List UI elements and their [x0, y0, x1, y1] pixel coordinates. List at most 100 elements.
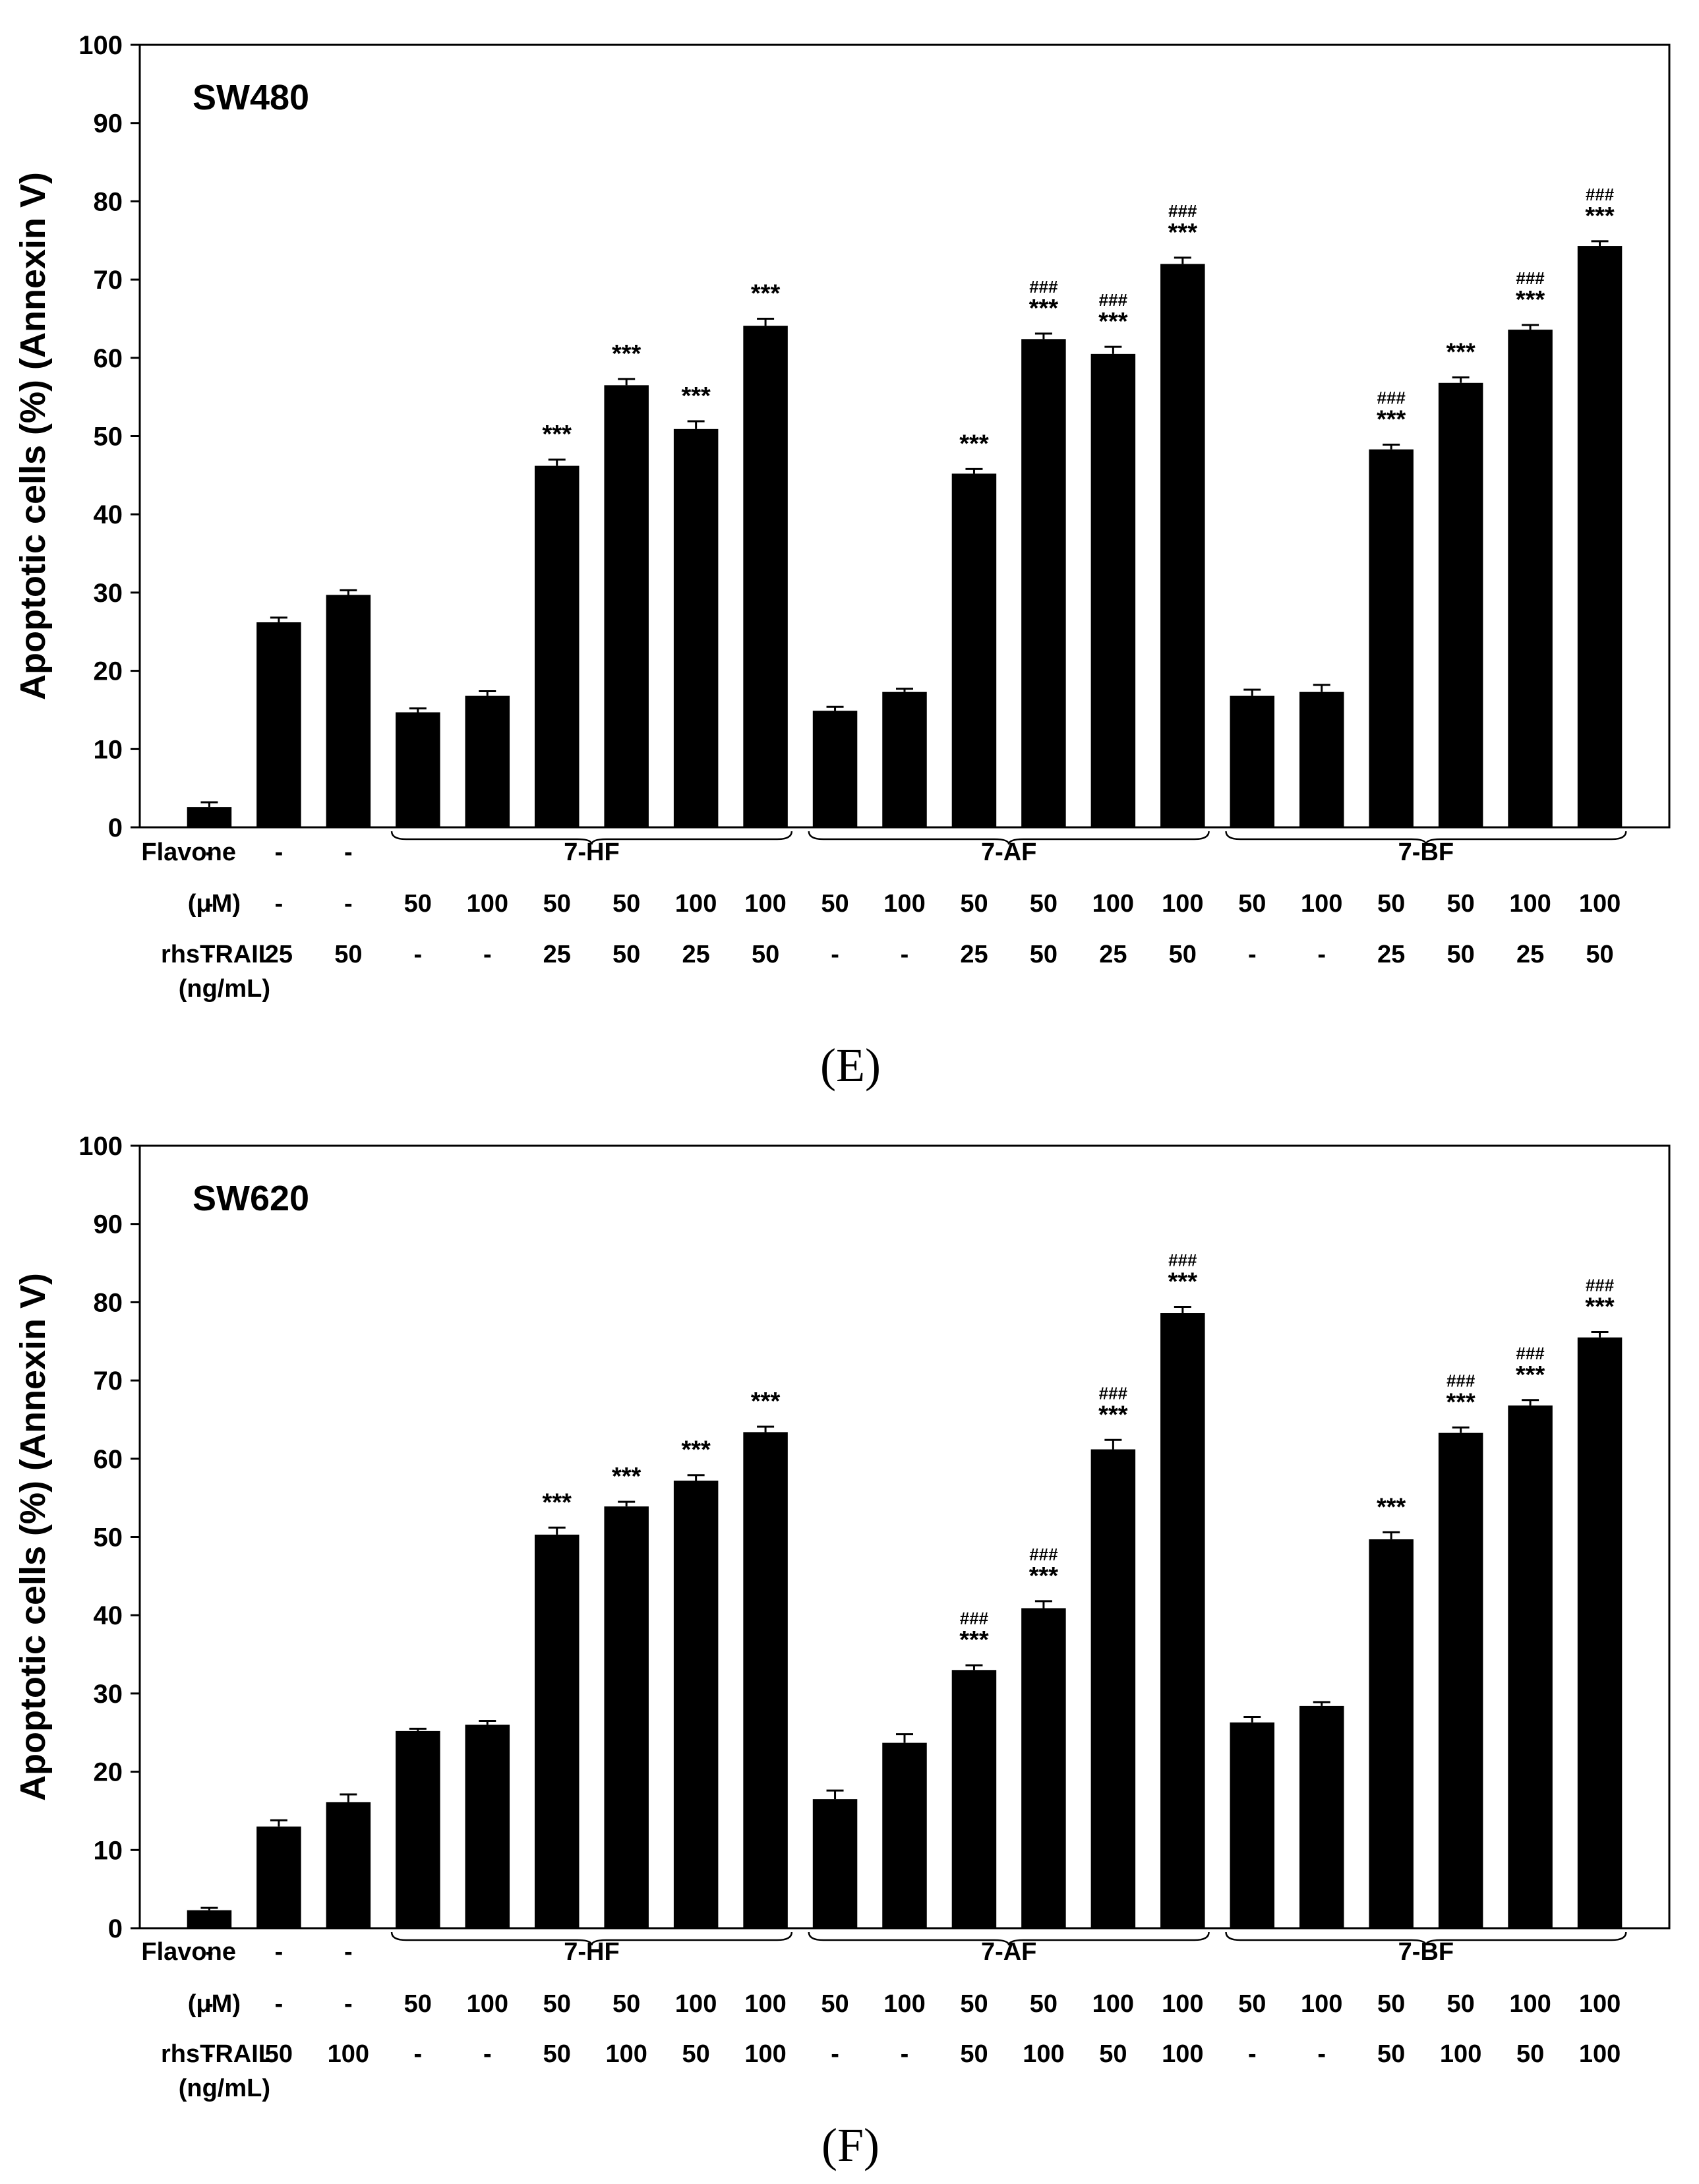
significance-hash: ###: [1099, 290, 1128, 310]
concentration-value: 100: [744, 890, 786, 918]
significance-hash: ###: [1586, 185, 1615, 204]
trail-value: -: [413, 2040, 422, 2068]
concentration-value: 50: [1377, 1990, 1405, 2018]
significance-stars: ***: [1029, 295, 1059, 322]
trail-value: 100: [1023, 2040, 1064, 2068]
trail-value: -: [901, 941, 909, 968]
trail-value: 25: [1099, 941, 1127, 968]
trail-value: 50: [334, 941, 362, 968]
bar: [1021, 339, 1066, 827]
y-tick-label: 20: [94, 1758, 123, 1787]
trail-value: 50: [612, 941, 640, 968]
bar: [256, 622, 301, 827]
concentration-value: 100: [1301, 890, 1342, 918]
concentration-value: 100: [883, 1990, 925, 2018]
significance-stars: ***: [751, 280, 781, 307]
concentration-value: 50: [960, 890, 988, 918]
concentration-value: 50: [1238, 1990, 1266, 2018]
bar: [1508, 1405, 1553, 1928]
flavone-value: -: [205, 839, 214, 866]
y-tick-label: 60: [94, 344, 123, 373]
trail-value: -: [205, 2040, 214, 2068]
group-label-7-af: 7-AF: [981, 839, 1036, 866]
y-tick-label: 80: [94, 187, 123, 216]
significance-stars: ***: [543, 1489, 572, 1516]
group-label-7-bf: 7-BF: [1398, 839, 1454, 866]
trail-value: 25: [543, 941, 571, 968]
significance-stars: ***: [612, 1463, 641, 1490]
significance-stars: ***: [1516, 286, 1545, 314]
concentration-value: 50: [612, 1990, 640, 2018]
trail-value: 25: [1516, 941, 1544, 968]
concentration-value: 50: [1030, 890, 1058, 918]
trail-value: 25: [960, 941, 988, 968]
bar: [604, 385, 649, 827]
trail-value: 100: [1579, 2040, 1621, 2068]
y-tick-label: 50: [94, 1523, 123, 1552]
y-tick-label: 20: [94, 657, 123, 686]
concentration-value: 100: [467, 1990, 508, 2018]
significance-hash: ###: [1168, 1251, 1197, 1270]
bar: [1090, 1449, 1136, 1928]
trail-value: 50: [1516, 2040, 1544, 2068]
bar: [951, 473, 997, 827]
concentration-value: 50: [821, 890, 849, 918]
significance-hash: ###: [1099, 1383, 1128, 1403]
trail-value: -: [831, 2040, 839, 2068]
row-label-trail-unit: (ng/mL): [179, 975, 270, 1003]
significance-hash: ###: [1168, 201, 1197, 221]
bar: [1508, 330, 1553, 827]
bar: [1160, 264, 1205, 827]
bar: [812, 711, 858, 827]
significance-stars: ***: [1168, 1268, 1198, 1296]
concentration-value: 50: [612, 890, 640, 918]
row-label-flavone: Flavone: [141, 1938, 236, 1966]
bar: [1438, 382, 1483, 827]
concentration-value: -: [344, 1990, 353, 2018]
concentration-value: 50: [543, 890, 571, 918]
bar: [396, 712, 440, 827]
row-label-trail: rhsTRAIL: [161, 941, 274, 968]
bar: [1090, 353, 1136, 827]
y-axis-label: Apoptotic cells (%) (Annexin V): [13, 172, 53, 700]
panel-title: SW480: [193, 78, 309, 117]
panel-caption: (F): [821, 2119, 879, 2171]
concentration-value: -: [344, 890, 353, 918]
flavone-value: -: [344, 839, 353, 866]
concentration-value: 100: [1162, 1990, 1203, 2018]
trail-value: 50: [752, 941, 779, 968]
row-label-concentration: (μM): [188, 890, 241, 918]
concentration-value: 50: [1030, 1990, 1058, 2018]
trail-value: 50: [960, 2040, 988, 2068]
bar: [673, 428, 719, 827]
bar: [534, 1534, 580, 1928]
bar: [534, 465, 580, 827]
significance-stars: ***: [1446, 1388, 1475, 1416]
y-tick-label: 90: [94, 109, 123, 138]
bar: [882, 1742, 927, 1928]
significance-stars: ***: [543, 421, 572, 448]
concentration-value: 50: [1446, 890, 1474, 918]
trail-value: 25: [1377, 941, 1405, 968]
concentration-value: -: [275, 890, 283, 918]
trail-value: 25: [265, 941, 293, 968]
significance-stars: ***: [1585, 1293, 1615, 1321]
trail-value: 50: [265, 2040, 293, 2068]
bar: [743, 1432, 788, 1928]
bar: [1299, 1705, 1344, 1928]
trail-value: 100: [605, 2040, 647, 2068]
group-brace: [390, 1932, 793, 1946]
bar: [1230, 695, 1275, 827]
bar: [396, 1730, 440, 1928]
trail-value: -: [831, 941, 839, 968]
y-axis-label: Apoptotic cells (%) (Annexin V): [13, 1273, 53, 1801]
bar: [1577, 1337, 1623, 1928]
bar: [256, 1826, 301, 1928]
trail-value: 50: [682, 2040, 709, 2068]
significance-stars: ***: [1029, 1562, 1059, 1590]
trail-value: -: [205, 941, 214, 968]
panel-title: SW620: [193, 1179, 309, 1218]
flavone-value: -: [275, 1938, 283, 1966]
trail-value: 25: [682, 941, 709, 968]
concentration-value: 100: [1509, 890, 1551, 918]
